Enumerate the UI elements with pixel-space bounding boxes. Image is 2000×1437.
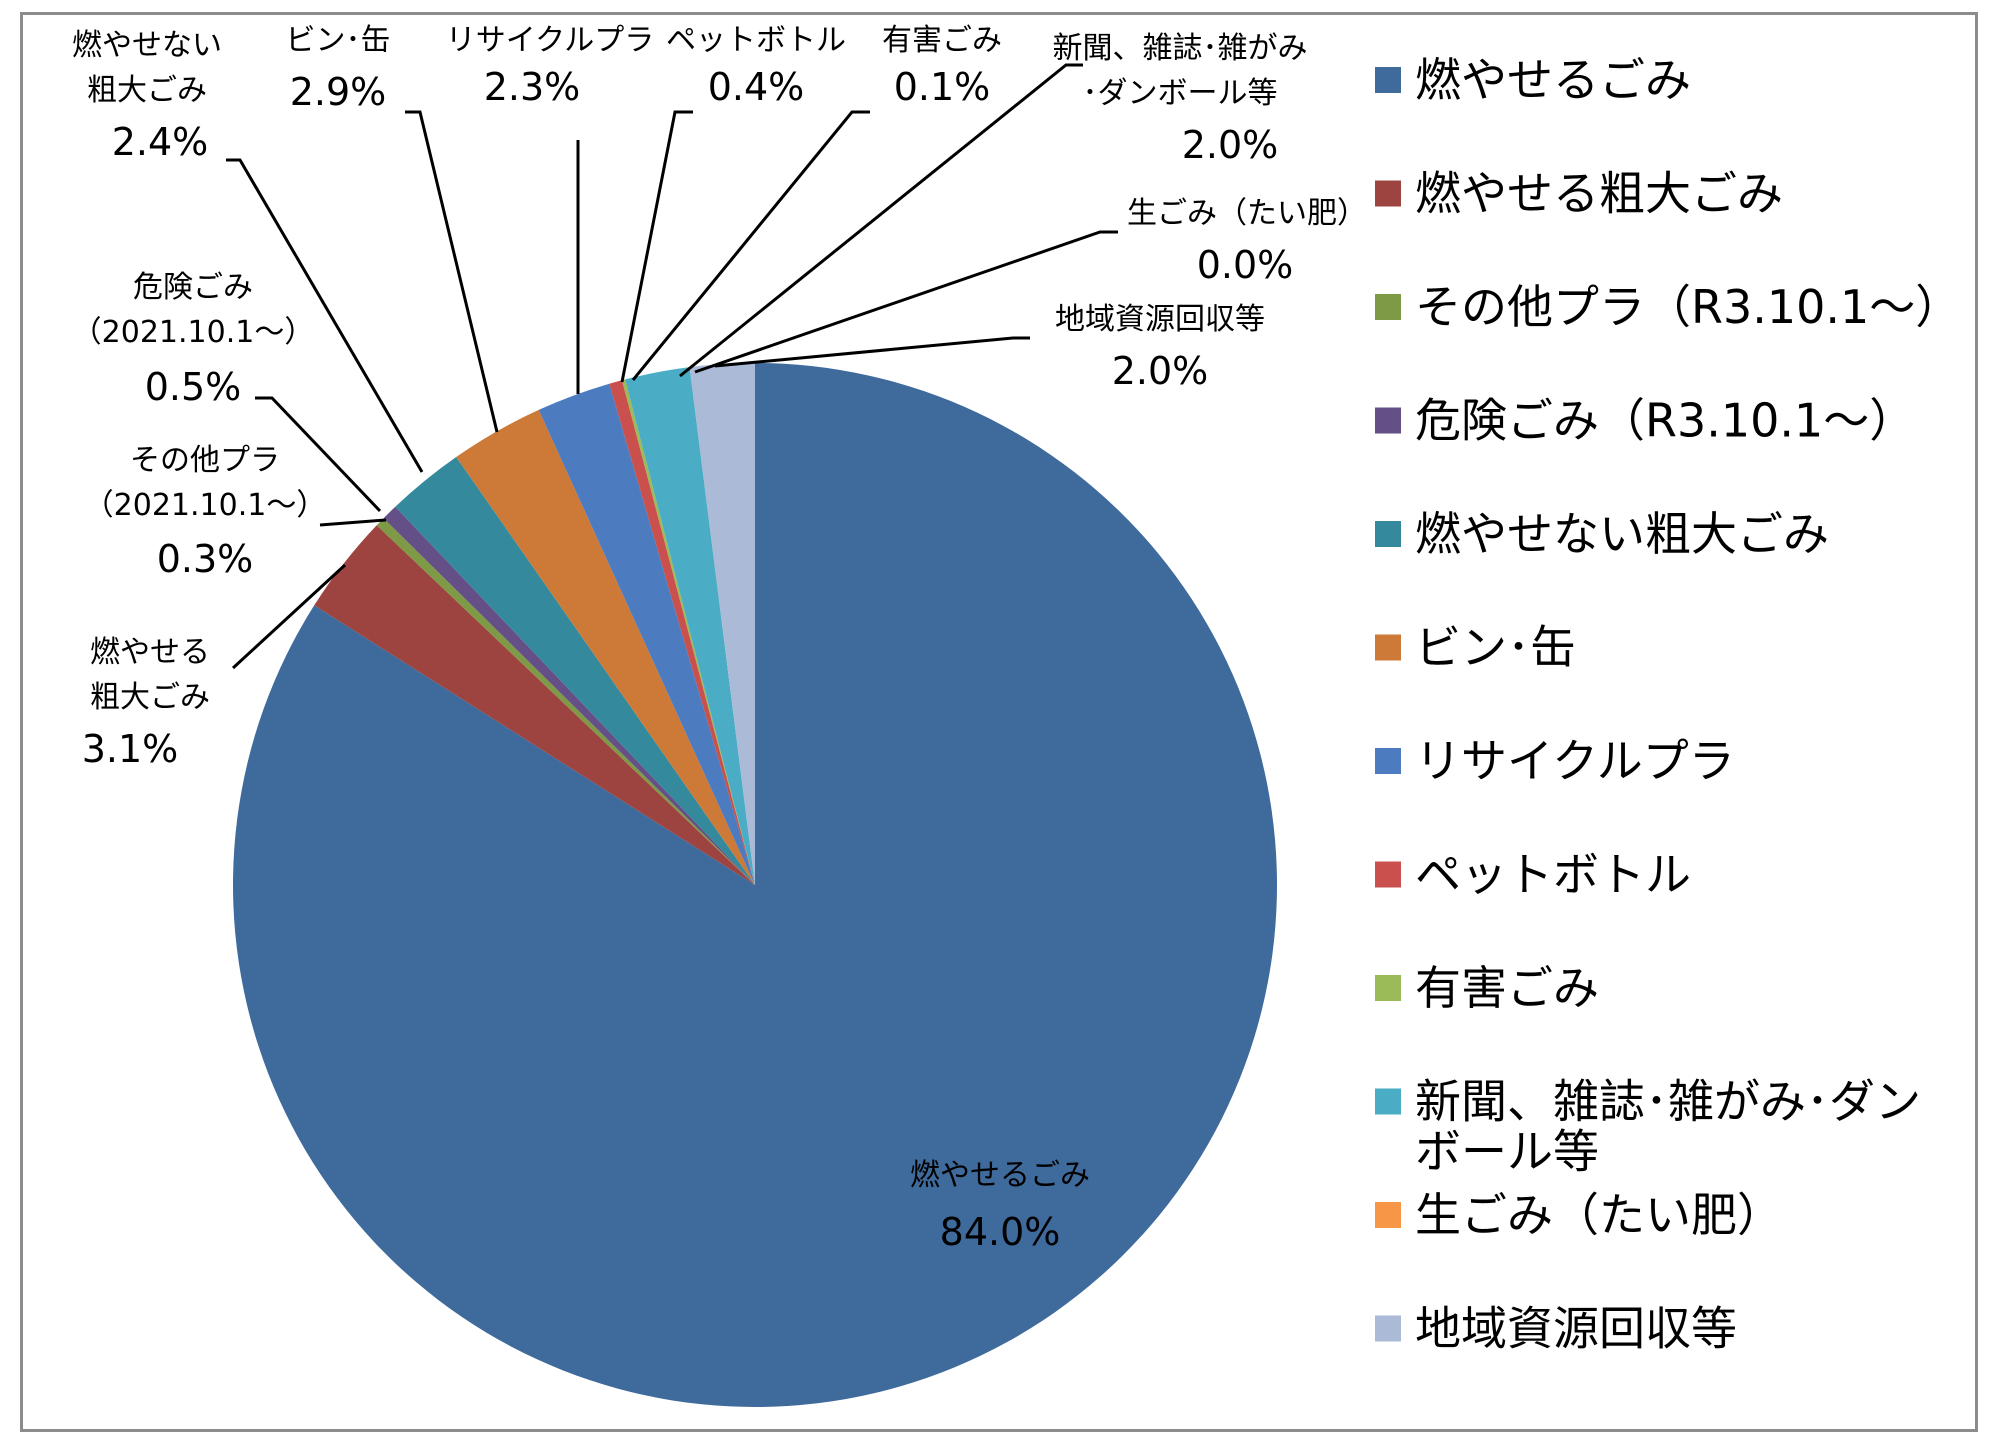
legend-label: その他プラ（R3.10.1～）	[1415, 280, 1961, 334]
legend-label: ビン･缶	[1415, 621, 1576, 675]
legend-label: 有害ごみ	[1415, 961, 1599, 1015]
slice-1-wedge	[314, 525, 755, 885]
data-labels: 燃やせるごみ84.0%燃やせる粗大ごみ3.1%その他プラ（2021.10.1～）…	[72, 23, 1367, 1254]
legend-item: 生ごみ（たい肥）	[1375, 1188, 1783, 1242]
slice-11-label: 地域資源回収等	[1055, 302, 1265, 337]
slice-4-value-label: 2.4%	[112, 120, 209, 164]
slice-0-wedge	[233, 363, 1278, 1407]
slice-6-value-label: 2.3%	[484, 65, 581, 109]
legend-item: 燃やせない粗大ごみ	[1375, 507, 1829, 561]
legend-swatch	[1375, 861, 1401, 888]
slice-2-wedge	[376, 518, 755, 885]
legend-label: 燃やせる粗大ごみ	[1415, 167, 1783, 221]
slice-7-value-label: 0.4%	[708, 65, 805, 109]
slice-10-label: 生ごみ（たい肥）	[1127, 196, 1367, 231]
slice-1-label: 粗大ごみ	[90, 680, 210, 715]
slice-8-value-label: 0.1%	[894, 65, 991, 109]
slice-4-leader-line	[226, 158, 424, 473]
legend-item: リサイクルプラ	[1375, 734, 1735, 788]
slice-1-leader-line	[231, 563, 347, 670]
slice-5-leader-line	[405, 110, 499, 433]
legend-label: 地域資源回収等	[1415, 1302, 1737, 1356]
legend-swatch	[1375, 67, 1401, 93]
slice-4-wedge	[395, 456, 755, 885]
slice-0-value-label: 84.0%	[940, 1210, 1061, 1254]
legend-item: 地域資源回収等	[1375, 1302, 1737, 1356]
legend-label: 生ごみ（たい肥）	[1415, 1188, 1783, 1242]
slice-8-label: 有害ごみ	[882, 23, 1002, 58]
legend-item: ビン･缶	[1375, 621, 1576, 675]
slice-11-value-label: 2.0%	[1112, 349, 1209, 393]
slice-1-value-label: 3.1%	[82, 727, 179, 771]
pie-slices	[233, 363, 1278, 1407]
legend-label: ボール等	[1415, 1125, 1599, 1179]
slice-10-leader-line	[694, 230, 1118, 374]
legend-swatch	[1375, 1315, 1401, 1342]
legend-label: 燃やせない粗大ごみ	[1415, 507, 1829, 561]
slice-9-label: ･ダンボール等	[1083, 76, 1278, 111]
slice-11-leader-line	[714, 336, 1030, 368]
slice-5-label: ビン･缶	[286, 23, 391, 58]
legend-swatch	[1375, 975, 1401, 1001]
legend-label: 危険ごみ（R3.10.1～）	[1415, 394, 1915, 448]
slice-7-wedge	[609, 380, 755, 885]
legend-item: 燃やせる粗大ごみ	[1375, 167, 1783, 221]
legend-swatch	[1375, 407, 1401, 434]
slice-5-wedge	[456, 409, 755, 885]
slice-8-wedge	[622, 379, 755, 885]
slice-4-label: 粗大ごみ	[87, 73, 207, 108]
legend-item: 燃やせるごみ	[1375, 53, 1691, 107]
slice-6-wedge	[538, 383, 755, 885]
legend-swatch	[1375, 1088, 1401, 1115]
slice-3-leader-line	[255, 396, 382, 513]
slice-0-label: 燃やせるごみ	[910, 1158, 1090, 1193]
legend-swatch	[1375, 1202, 1401, 1228]
legend-swatch	[1375, 180, 1401, 207]
legend-item: 有害ごみ	[1375, 961, 1599, 1015]
slice-11-wedge	[689, 363, 755, 885]
slice-2-value-label: 0.3%	[157, 537, 254, 581]
slice-9-wedge	[625, 367, 755, 885]
slice-2-label: （2021.10.1～）	[84, 488, 327, 523]
legend-item: 危険ごみ（R3.10.1～）	[1375, 394, 1915, 448]
slice-2-leader-line	[319, 518, 387, 527]
legend-label: 燃やせるごみ	[1415, 53, 1691, 107]
slice-3-value-label: 0.5%	[145, 365, 242, 409]
slice-9-value-label: 2.0%	[1182, 123, 1279, 167]
legend-swatch	[1375, 521, 1401, 547]
legend-label: 新聞、雑誌･雑がみ･ダン	[1415, 1075, 1921, 1129]
legend-swatch	[1375, 748, 1401, 774]
legend-swatch	[1375, 634, 1401, 661]
slice-7-leader-line	[620, 110, 693, 383]
legend-item: その他プラ（R3.10.1～）	[1375, 280, 1961, 334]
slice-3-label: 危険ごみ	[133, 270, 253, 305]
slice-7-label: ペットボトル	[666, 23, 846, 58]
legend-label: リサイクルプラ	[1415, 734, 1735, 788]
slice-9-leader-line	[679, 63, 1083, 378]
slice-10-value-label: 0.0%	[1197, 243, 1294, 287]
slice-1-label: 燃やせる	[90, 635, 210, 670]
slice-9-label: 新聞、雑誌･雑がみ	[1053, 31, 1308, 66]
legend-label: ペットボトル	[1415, 848, 1691, 902]
legend-swatch	[1375, 294, 1401, 320]
slice-8-leader-line	[631, 110, 870, 381]
slice-6-label: リサイクルプラ	[446, 23, 655, 58]
slice-2-label: その他プラ	[130, 443, 280, 478]
leader-lines	[226, 63, 1118, 670]
slice-3-label: （2021.10.1～）	[72, 315, 315, 350]
slice-5-value-label: 2.9%	[290, 70, 387, 114]
legend-item: 新聞、雑誌･雑がみ･ダンボール等	[1375, 1075, 1921, 1179]
slice-4-label: 燃やせない	[72, 28, 222, 63]
legend-item: ペットボトル	[1375, 848, 1691, 902]
slice-3-wedge	[383, 506, 755, 885]
